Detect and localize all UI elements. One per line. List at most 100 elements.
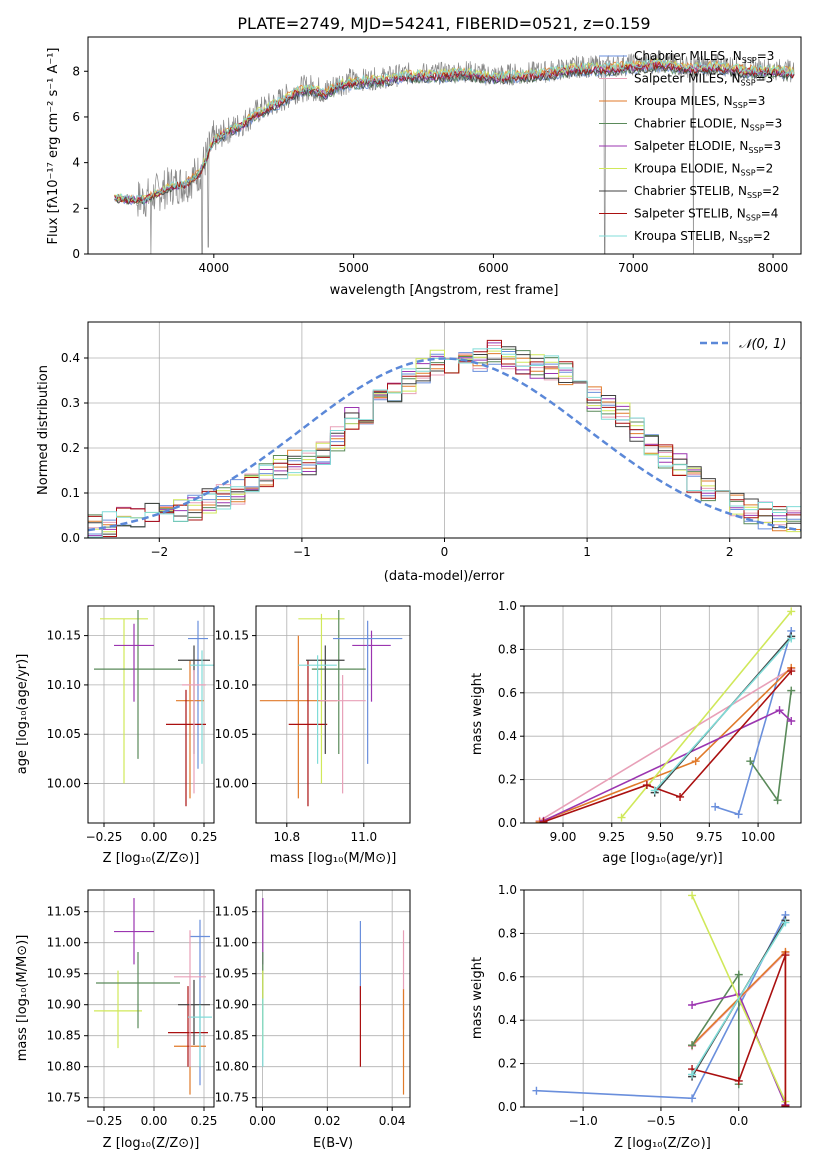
weight_vs_Z-x-tick-label: −0.5 [646,1114,675,1128]
residuals-legend: 𝒩(0, 1) [700,337,786,352]
age_vs_Z-x-tick-label: 0.00 [141,830,168,844]
age_vs_mass-xlabel: mass [log₁₀(M/M⊙)] [270,851,397,866]
weight-marker-salpeter_stelib [676,792,685,801]
spectrum-x-tick-label: 8000 [758,261,789,275]
age_vs_Z-axes-frame [87,605,215,824]
age_vs_Z-panel: −0.25 0.00 0.25 10.00 10.05 10.10 10.15 Z [log₁… [15,605,217,866]
residuals-steps [88,339,801,538]
weight-line-chabrier_elodie [749,690,792,803]
mass_vs_Z-y-tick-label: 11.00 [47,936,81,950]
weight-marker-salpeter_stelib [781,951,790,960]
weight_vs_Z-y-tick-label: 0.2 [498,1057,517,1071]
mass_vs_Z-y-tick-label: 10.85 [47,1029,81,1043]
mass_vs_Z-y-tick-label: 10.80 [47,1060,81,1074]
residuals-y-ticks: 0.0 0.1 0.2 0.3 0.4 [61,351,88,545]
residuals-panel: −2 −1 0 1 2 0.0 0.1 0.2 0.3 0.4 (data-model)/err… [36,321,802,584]
weight_vs_age-x-tick-label: 10.00 [741,830,775,844]
residuals-y-tick-label: 0.3 [61,396,80,410]
age_vs_mass-y-tick-label: 10.05 [215,727,249,741]
spectrum-y-tick-label: 2 [72,201,80,215]
weight_vs_Z-ylabel: mass weight [470,957,485,1039]
normal-curve [88,357,801,532]
residuals-x-tick-label: −2 [150,545,168,559]
weight_vs_age-axes-frame [523,605,802,824]
weight_vs_age-x-tick-label: 9.00 [550,830,577,844]
weight-marker-kroupa_elodie [787,607,796,616]
weight_vs_Z-x-tick-label: 0.0 [729,1114,748,1128]
mass_vs_Z-x-tick-label: −0.25 [86,1114,123,1128]
weight-marker-salpeter_stelib [781,1101,790,1107]
weight-marker-kroupa_stelib [688,1070,697,1079]
residuals-y-tick-label: 0.1 [61,486,80,500]
age_vs_mass-y-tick-label: 10.10 [215,678,249,692]
weight_vs_Z-panel: −1.0 −0.5 0.0 0.0 0.2 0.4 0.6 0.8 1.0 Z [log₁₀(Z/… [470,883,802,1151]
residuals-plot-area [88,339,801,538]
weight-marker-chabrier_elodie [787,686,796,695]
spectrum-legend-label-chabrier_elodie: Chabrier ELODIE, NSSP=3 [634,117,782,133]
residuals-y-tick-label: 0.4 [61,351,80,365]
weight-marker-salpeter_stelib [642,781,651,790]
weight-marker-chabrier_miles [711,802,720,811]
mass_vs_Z-ylabel: mass [log₁₀(M/M⊙)] [15,935,30,1062]
spectrum-legend-label-salpeter_miles: Salpeter MILES, NSSP=3 [634,72,773,88]
normal-legend-label: 𝒩(0, 1) [739,337,786,352]
mass_vs_Z-y-tick-label: 11.05 [47,905,81,919]
weight-line-salpeter_stelib [691,954,787,1106]
weight-marker-chabrier_elodie [746,757,755,766]
weight-line-kroupa_stelib [654,637,792,792]
spectrum-legend-label-salpeter_stelib: Salpeter STELIB, NSSP=4 [634,207,778,223]
weight-line-salpeter_stelib [543,670,792,823]
weight_vs_Z-y-tick-label: 0.8 [498,926,517,940]
mass_vs_Z-y-tick-label: 10.75 [47,1091,81,1105]
weight-marker-kroupa_elodie [688,891,697,900]
weight-marker-kroupa_miles [691,757,700,766]
spectrum-legend-label-kroupa_stelib: Kroupa STELIB, NSSP=2 [634,229,771,245]
spectrum-ylabel: Flux [fλ10⁻¹⁷ erg cm⁻² s⁻¹ A⁻¹] [46,48,61,245]
mass_vs_ebv-x-tick-label: 0.04 [379,1114,406,1128]
small-panels: −0.25 0.00 0.25 10.00 10.05 10.10 10.15 Z [log₁… [15,599,802,1151]
mass_vs_ebv-x-tick-label: 0.00 [249,1114,276,1128]
weight-marker-kroupa_stelib [650,786,659,795]
age_vs_mass-y-tick-label: 10.15 [215,629,249,643]
mass_vs_ebv-y-tick-label: 11.00 [215,936,249,950]
weight_vs_age-ylabel: mass weight [470,673,485,755]
residual-hist-salpeter_stelib [88,339,801,537]
weight-line-kroupa_elodie [620,610,792,819]
spectrum-plot-area [114,51,795,254]
mass_vs_Z-x-tick-label: 0.25 [191,1114,218,1128]
spectrum-lines [114,51,795,254]
weight-marker-salpeter_stelib [787,667,796,676]
residuals-x-tick-label: 2 [726,545,734,559]
age_vs_mass-x-tick-label: 11.0 [350,830,377,844]
weight_vs_age-y-tick-label: 1.0 [498,599,517,613]
spectrum-legend-label-chabrier_stelib: Chabrier STELIB, NSSP=2 [634,184,780,200]
weight-marker-chabrier_elodie [734,970,743,979]
model-spectrum-kroupa_stelib [114,57,795,205]
mass_vs_ebv-y-tick-label: 11.05 [215,905,249,919]
mass_vs_Z-panel: −0.25 0.00 0.25 10.75 10.80 10.85 10.90 10.95 11… [15,889,218,1151]
mass_vs_Z-xlabel: Z [log₁₀(Z/Z⊙)] [103,1136,200,1151]
mass_vs_ebv-panel: 0.00 0.02 0.04 10.75 10.80 10.85 10.90 10.95 11.… [215,889,411,1151]
weight_vs_age-marks [535,607,796,823]
residuals-ylabel: Normed distribution [36,365,51,495]
mass_vs_Z-x-tick-label: 0.00 [141,1114,168,1128]
spectrum-y-tick-label: 4 [72,156,80,170]
weight_vs_age-xlabel: age [log₁₀(age/yr)] [602,851,723,866]
age_vs_Z-ylabel: age [log₁₀(age/yr)] [15,654,30,775]
spectrum-axes-frame [87,36,802,255]
weight_vs_age-panel: 9.00 9.25 9.50 9.75 10.00 0.0 0.2 0.4 0.6 0.8 1.0 a… [470,599,802,866]
mass_vs_ebv-y-tick-label: 10.95 [215,967,249,981]
weight_vs_Z-y-tick-label: 1.0 [498,883,517,897]
residuals-xlabel: (data-model)/error [384,569,505,584]
weight-line-salpeter_miles [539,668,792,822]
mass_vs_Z-marks [94,898,212,1095]
weight_vs_Z-marks [532,891,790,1107]
mass_vs_ebv-x-tick-label: 0.02 [314,1114,341,1128]
spectrum-legend-label-kroupa_miles: Kroupa MILES, NSSP=3 [634,94,765,110]
spectrum-x-tick-label: 5000 [338,261,369,275]
residuals-y-tick-label: 0.2 [61,441,80,455]
residuals-x-tick-label: 1 [583,545,591,559]
weight_vs_Z-y-tick-label: 0.4 [498,1013,517,1027]
residuals-x-tick-label: −1 [293,545,311,559]
